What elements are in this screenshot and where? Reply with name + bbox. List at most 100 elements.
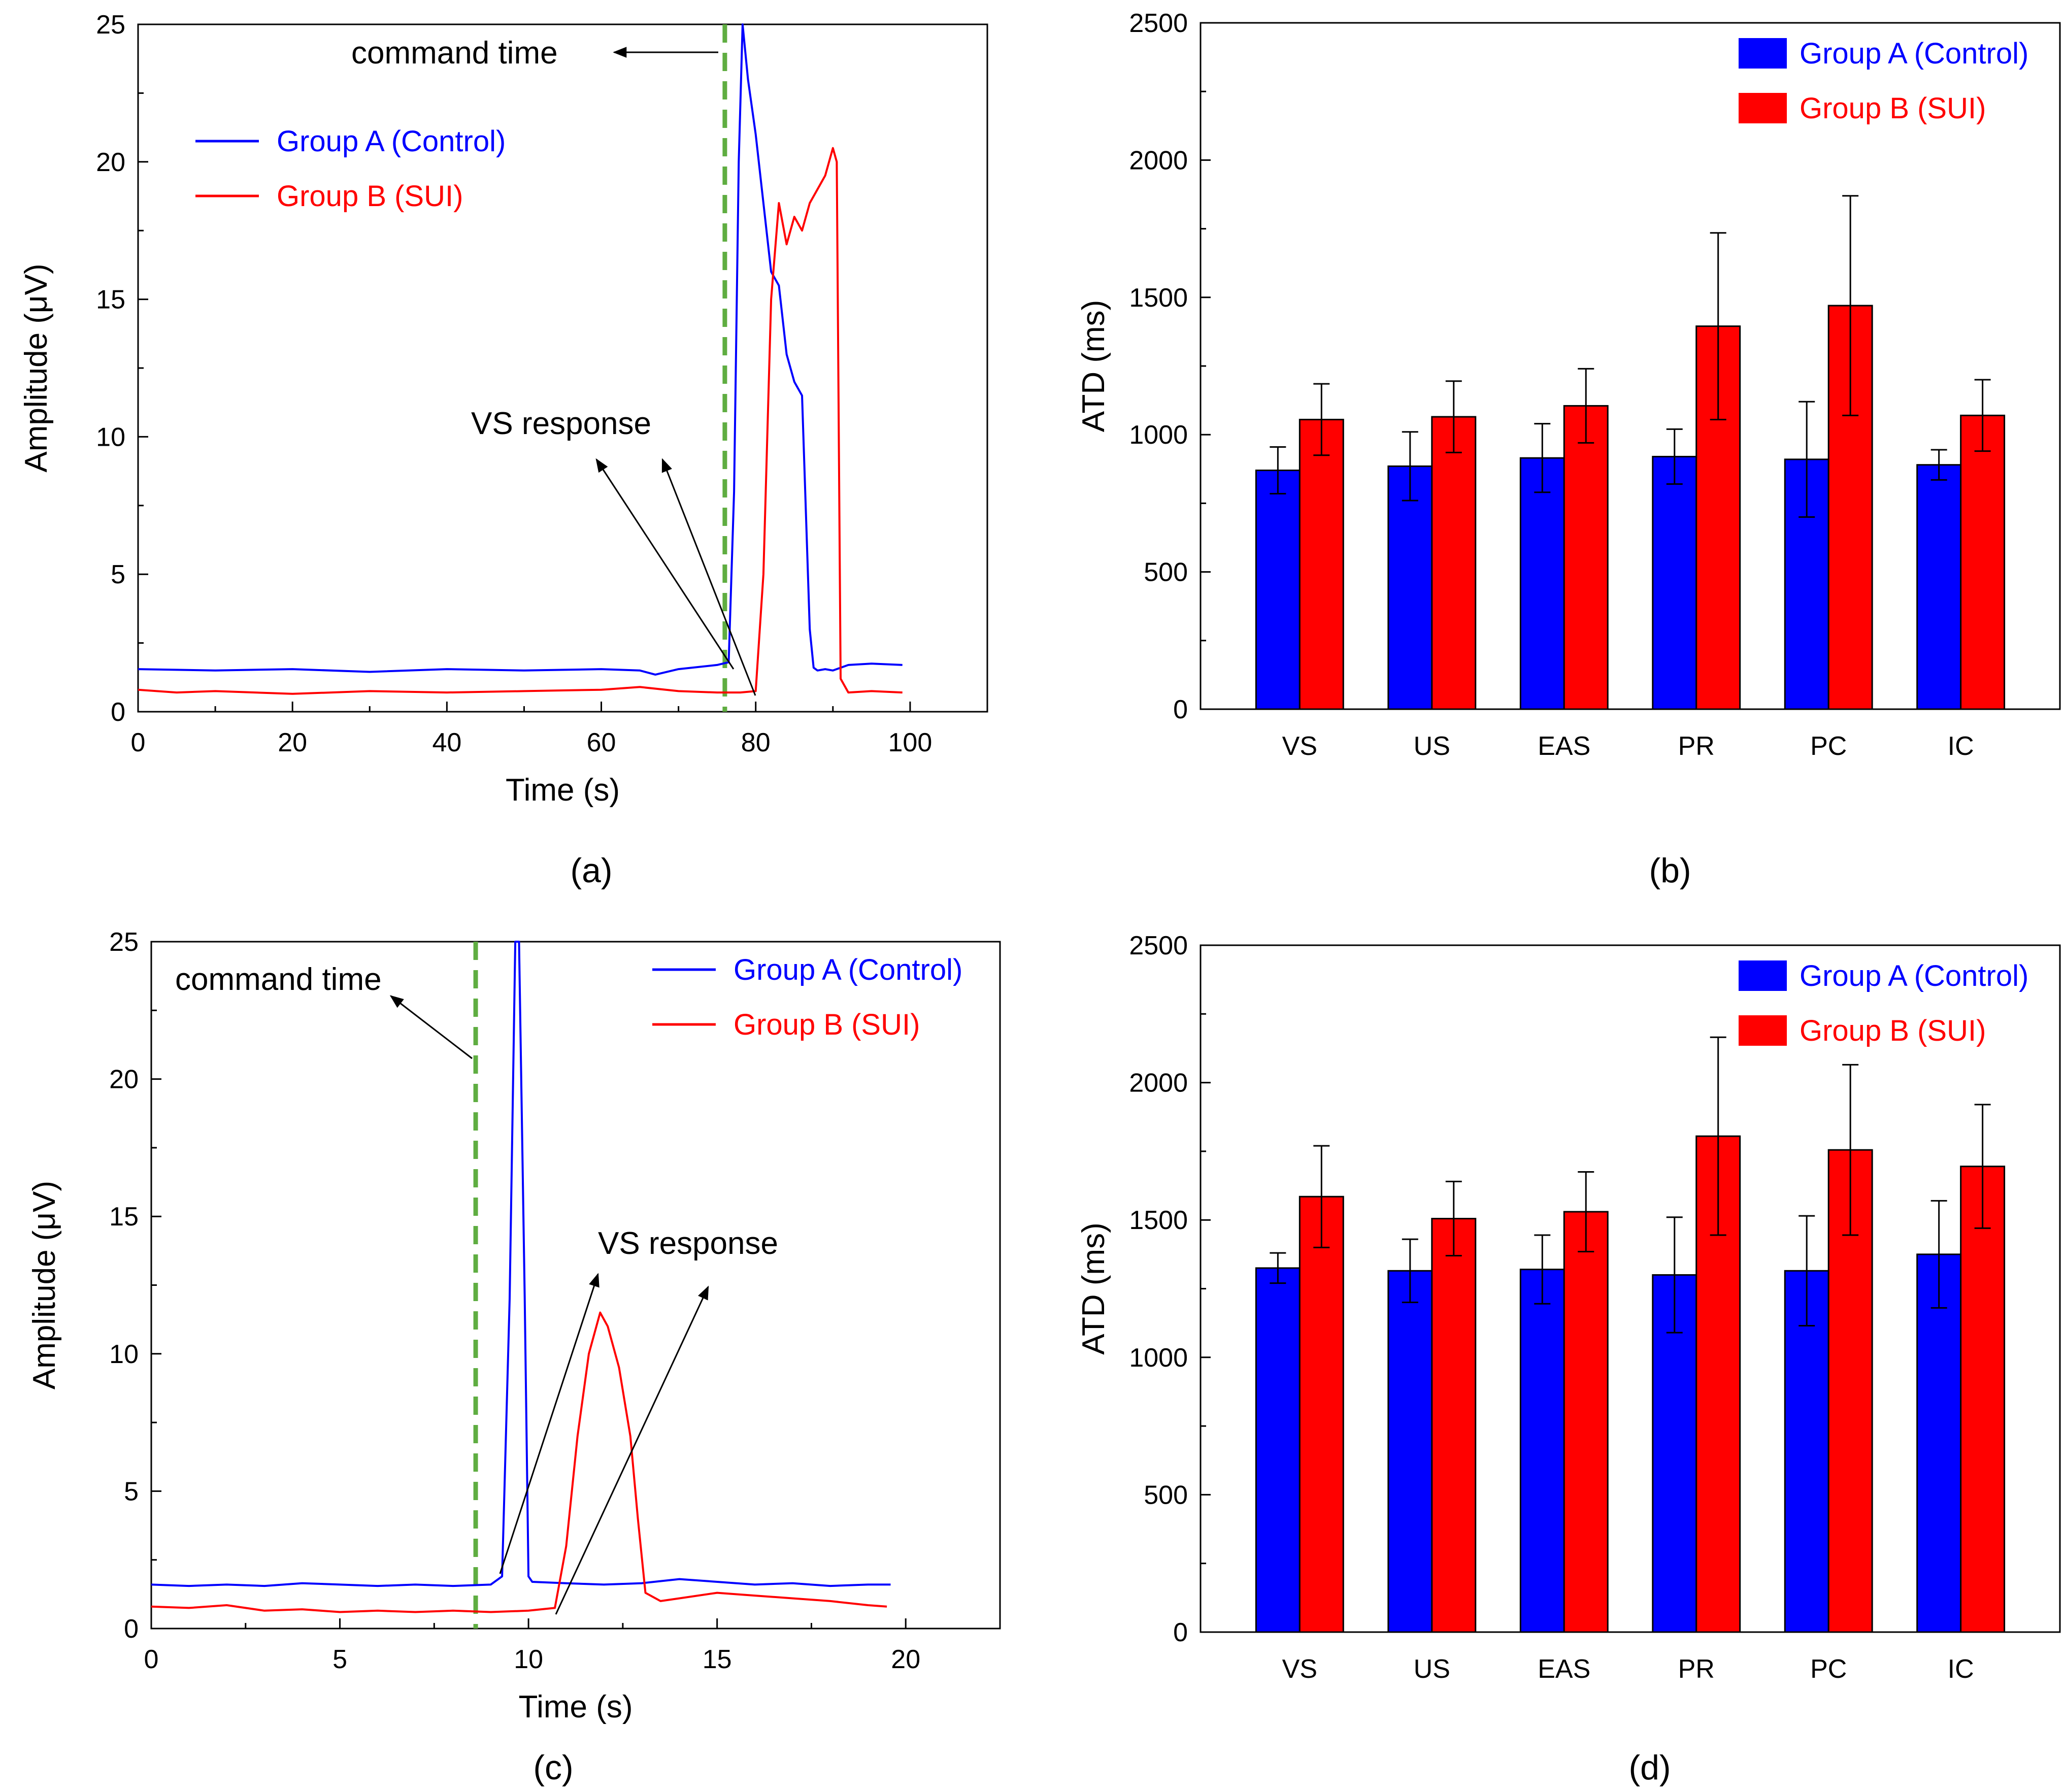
- panel-label: (b): [1649, 851, 1691, 890]
- legend-label-group-a: Group A (Control): [277, 125, 506, 158]
- x-tick-label: 20: [278, 728, 307, 757]
- x-tick-label: 15: [703, 1645, 732, 1674]
- category-label-ic: IC: [1948, 1654, 1974, 1684]
- annotation-response-arrow: [661, 458, 756, 696]
- legend-label-group-b: Group B (SUI): [277, 180, 463, 213]
- y-tick-label: 1000: [1129, 420, 1188, 450]
- category-label-vs: VS: [1282, 1654, 1317, 1684]
- annotation-command-time: command time: [175, 962, 382, 997]
- annotation-response-arrow: [499, 1273, 599, 1574]
- annotation-vs-response: VS response: [471, 406, 651, 441]
- annotation-vs-response: VS response: [598, 1226, 778, 1261]
- annotation-command-arrow: [389, 995, 473, 1059]
- y-tick-label: 5: [111, 560, 125, 589]
- category-label-eas: EAS: [1538, 732, 1590, 761]
- panel-a: 0 20 40 60 80 100 0 5 10 15 20 25 Time (s) Amplitude …: [19, 10, 988, 890]
- plot-frame-a: [137, 23, 988, 713]
- y-tick-label: 15: [109, 1202, 139, 1232]
- y-tick-label: 2000: [1129, 146, 1188, 175]
- panel-label: (a): [570, 851, 612, 890]
- y-tick-label: 15: [96, 285, 125, 315]
- bar-group-b-us: [1431, 1217, 1477, 1633]
- x-tick-label: 40: [432, 728, 461, 757]
- x-axis-title: Time (s): [506, 773, 620, 808]
- y-tick-label: 500: [1144, 1480, 1188, 1510]
- bar-group-a-vs: [1255, 470, 1301, 710]
- y-tick-label: 1500: [1129, 1206, 1188, 1235]
- y-tick-label: 0: [124, 1614, 139, 1644]
- category-label-pr: PR: [1678, 732, 1715, 761]
- y-tick-label: 0: [1173, 695, 1188, 724]
- bar-group-a-pc: [1784, 1270, 1829, 1633]
- y-tick-label: 20: [96, 148, 125, 177]
- y-tick-label: 25: [109, 927, 139, 957]
- bar-group-b-us: [1431, 416, 1477, 710]
- y-tick-label: 0: [111, 698, 125, 727]
- legend-swatch-group-b: [1739, 1015, 1787, 1046]
- bar-group-a-vs: [1255, 1267, 1301, 1633]
- y-tick-label: 25: [96, 10, 125, 40]
- panel-label: (d): [1628, 1748, 1671, 1787]
- y-axis-title: Amplitude (μV): [27, 1181, 62, 1389]
- series-line-group-b: [138, 147, 903, 695]
- x-axis-title: Time (s): [519, 1689, 633, 1724]
- legend-label-group-b: Group B (SUI): [734, 1008, 920, 1041]
- bar-group-a-us: [1387, 465, 1433, 710]
- bar-group-a-us: [1387, 1270, 1433, 1633]
- y-tick-label: 2500: [1129, 9, 1188, 38]
- panel-d: 0 500 1000 1500 2000 2500 ATD (ms) VS US EAS PR PC I…: [1076, 931, 2061, 1787]
- x-tick-label: 20: [891, 1645, 920, 1674]
- plot-frame-c: [150, 941, 1001, 1630]
- y-tick-label: 1000: [1129, 1343, 1188, 1373]
- legend-label-group-b: Group B (SUI): [1800, 92, 1986, 125]
- y-tick-label: 1500: [1129, 283, 1188, 313]
- annotation-response-arrow: [555, 1285, 709, 1615]
- series-line-group-a: [138, 23, 903, 676]
- y-tick-label: 2000: [1129, 1069, 1188, 1098]
- bar-group-b-ic: [1960, 1166, 2006, 1633]
- panel-b: 0 500 1000 1500 2000 2500 ATD (ms) VS US EAS PR PC I…: [1076, 9, 2061, 890]
- y-tick-label: 10: [109, 1340, 139, 1369]
- y-tick-label: 10: [96, 422, 125, 452]
- annotation-command-time: command time: [351, 36, 558, 71]
- y-tick-label: 5: [124, 1477, 139, 1506]
- bar-group-b-vs: [1298, 1196, 1344, 1633]
- category-label-eas: EAS: [1538, 1654, 1590, 1684]
- legend-label-group-b: Group B (SUI): [1800, 1014, 1986, 1047]
- category-label-pr: PR: [1678, 1654, 1715, 1684]
- x-tick-label: 80: [741, 728, 771, 757]
- panel-label: (c): [533, 1748, 573, 1787]
- bar-group-a-ic: [1916, 464, 1962, 710]
- x-tick-label: 0: [131, 728, 146, 757]
- panel-c: 0 5 10 15 20 0 5 10 15 20 25 Time (s) Amplitude (μV)…: [27, 927, 1001, 1787]
- bar-group-b-vs: [1298, 418, 1344, 710]
- series-line-group-b: [151, 1311, 887, 1613]
- legend-swatch-group-b: [1739, 93, 1787, 123]
- category-label-ic: IC: [1948, 732, 1974, 761]
- bar-group-b-pr: [1695, 1135, 1741, 1633]
- x-tick-label: 100: [888, 728, 932, 757]
- x-tick-label: 10: [514, 1645, 543, 1674]
- x-tick-label: 0: [144, 1645, 159, 1674]
- x-tick-label: 60: [587, 728, 616, 757]
- bar-group-a-ic: [1916, 1253, 1962, 1633]
- category-label-us: US: [1414, 1654, 1450, 1684]
- bar-group-b-eas: [1563, 405, 1609, 710]
- bar-group-b-eas: [1563, 1211, 1609, 1633]
- y-tick-label: 0: [1173, 1618, 1188, 1647]
- legend-label-group-a: Group A (Control): [1800, 959, 2028, 992]
- y-axis-title: ATD (ms): [1076, 1222, 1111, 1355]
- x-tick-label: 5: [332, 1645, 347, 1674]
- annotation-response-arrow: [595, 458, 735, 670]
- series-line-group-a: [151, 941, 891, 1587]
- y-tick-label: 500: [1144, 558, 1188, 587]
- bar-group-a-pr: [1652, 455, 1697, 710]
- bar-group-a-eas: [1519, 1269, 1565, 1633]
- category-label-us: US: [1414, 732, 1450, 761]
- legend-label-group-a: Group A (Control): [1800, 37, 2028, 70]
- y-axis-title: ATD (ms): [1076, 300, 1111, 433]
- y-axis-title: Amplitude (μV): [19, 263, 54, 472]
- category-label-pc: PC: [1810, 1654, 1847, 1684]
- bar-group-a-eas: [1519, 457, 1565, 710]
